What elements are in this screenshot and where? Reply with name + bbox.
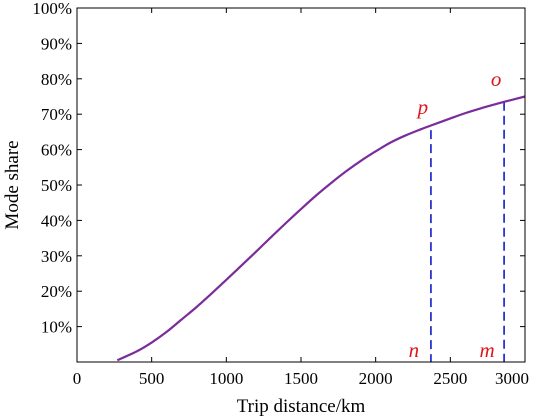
x-tick-label: 1500 [284,369,318,388]
x-tick-label: 0 [73,369,82,388]
y-axis-ticks: 10% 20% 30% 40% 50% 60% 70% 80% 90% 100% [32,0,525,337]
y-tick-label: 20% [41,282,72,301]
x-tick-label: 500 [139,369,165,388]
x-tick-label: 1000 [209,369,243,388]
annotation-o: o [491,67,502,91]
x-tick-label: 3000 [495,369,529,388]
y-tick-label: 70% [41,105,72,124]
x-tick-label: 2500 [433,369,467,388]
x-axis-ticks: 0 500 1000 1500 2000 2500 3000 [73,8,529,388]
drop-lines [430,101,505,362]
series-layer [116,95,526,362]
y-axis-title: Mode share [2,140,23,229]
y-tick-label: 90% [41,34,72,53]
y-tick-label: 10% [41,318,72,337]
annotation-m: m [480,338,495,362]
x-axis-title: Trip distance/km [237,396,366,417]
plot-area-frame [76,7,526,363]
y-tick-label: 60% [41,141,72,160]
annotations: p o n m [409,67,502,362]
annotation-p: p [416,95,429,119]
annotation-n: n [409,338,420,362]
y-tick-label: 100% [32,0,72,18]
series-line [116,95,526,362]
y-tick-label: 50% [41,176,72,195]
y-tick-label: 30% [41,247,72,266]
x-tick-label: 2000 [359,369,393,388]
y-tick-label: 80% [41,70,72,89]
y-tick-label: 40% [41,211,72,230]
